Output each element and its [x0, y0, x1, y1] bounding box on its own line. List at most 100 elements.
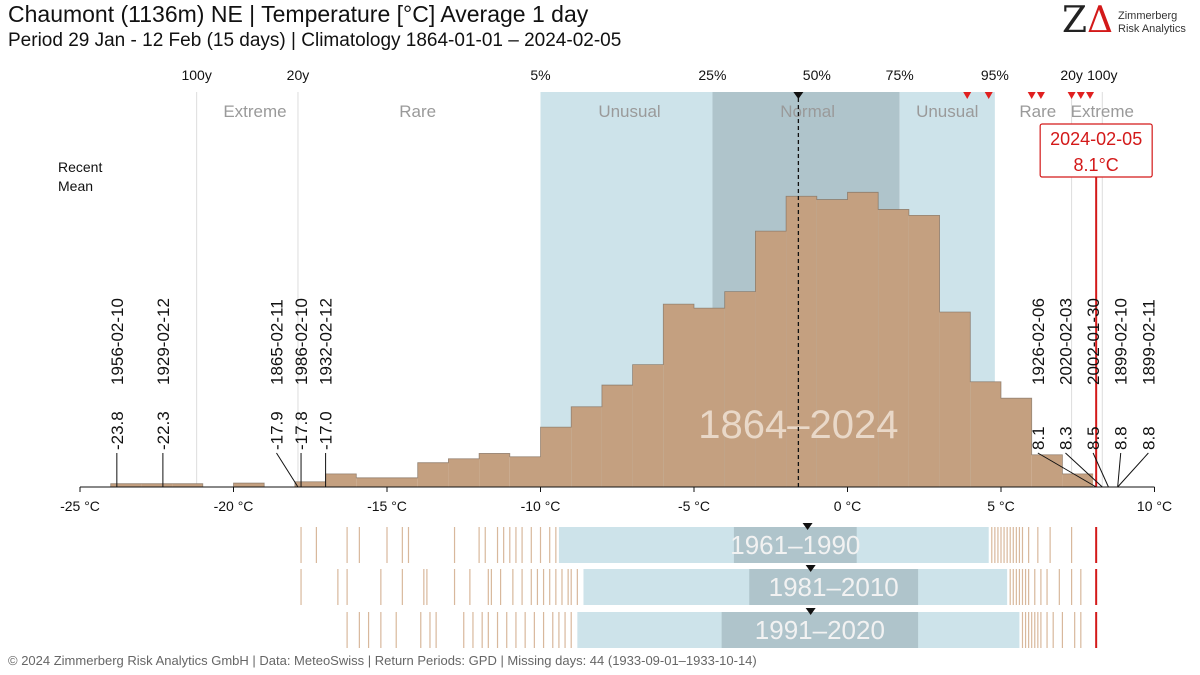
quantile-label: 75%: [886, 67, 914, 83]
recent-marker: [984, 92, 993, 99]
current-value-label: 8.1°C: [1074, 155, 1119, 175]
current-date-label: 2024-02-05: [1050, 129, 1142, 149]
band-label: Rare: [1019, 102, 1056, 121]
extreme-date-label: 1956-02-10: [108, 298, 127, 385]
band-label: Normal: [780, 102, 835, 121]
band-label: Unusual: [916, 102, 978, 121]
quantile-label: 95%: [981, 67, 1009, 83]
extreme-value-label: 8.1: [1029, 426, 1048, 450]
climatology-median-marker: [805, 565, 816, 572]
histogram-bar: [939, 312, 971, 487]
x-axis-tick-label: 5 °C: [987, 498, 1014, 514]
climatology-strip-label: 1961–1990: [730, 530, 860, 560]
histogram-bar: [1062, 473, 1094, 487]
extreme-value-label: 8.8: [1112, 426, 1131, 450]
band-label: Unusual: [598, 102, 660, 121]
extreme-date-label: 1932-02-12: [317, 298, 336, 385]
histogram-period-label: 1864–2024: [698, 403, 898, 447]
recent-mean-label: Recent: [58, 159, 102, 175]
histogram-bar: [970, 381, 1001, 487]
histogram-bar: [325, 473, 357, 487]
chart-subtitle: Period 29 Jan - 12 Feb (15 days) | Clima…: [8, 30, 622, 51]
histogram-bar: [724, 291, 756, 487]
histogram-bar: [540, 427, 572, 487]
recent-marker: [1067, 92, 1076, 99]
histogram-outline: [110, 191, 1094, 488]
company-logo: ZΔ Zimmerberg Risk Analytics: [1062, 0, 1192, 44]
histogram-bar: [786, 196, 817, 487]
extreme-value-label: -22.3: [154, 411, 173, 450]
extreme-leader-line: [1065, 452, 1103, 488]
histogram-bar: [663, 304, 694, 487]
band-label: Extreme: [223, 102, 286, 121]
recent-marker: [1036, 92, 1045, 99]
chart-title: Chaumont (1136m) NE | Temperature [°C] A…: [8, 1, 589, 27]
extreme-date-label: 1926-02-06: [1029, 298, 1048, 385]
extreme-leader-line: [1037, 452, 1097, 488]
histogram-bar: [1031, 454, 1063, 487]
extreme-value-label: -23.8: [108, 411, 127, 450]
recent-marker: [963, 92, 972, 99]
return-period-label: 100y: [181, 67, 211, 83]
climatology-strip-normal: [721, 612, 919, 648]
x-axis-tick-label: -15 °C: [367, 498, 407, 514]
histogram-bar: [356, 477, 387, 487]
return-period-label: 100y: [1087, 67, 1117, 83]
x-axis-tick-label: -25 °C: [60, 498, 100, 514]
recent-mean-label: Mean: [58, 178, 93, 194]
histogram-bar: [509, 456, 541, 487]
band-label: Extreme: [1071, 102, 1134, 121]
extreme-date-label: 2002-01-30: [1084, 298, 1103, 385]
histogram-bar: [141, 483, 173, 487]
extreme-leader-line: [1092, 452, 1109, 488]
x-axis-tick-label: -10 °C: [521, 498, 561, 514]
histogram-bar: [294, 481, 326, 487]
histogram-bar: [417, 462, 449, 487]
extreme-date-label: 1899-02-10: [1112, 298, 1131, 385]
histogram-bar: [571, 406, 602, 487]
histogram-bar: [172, 483, 203, 487]
recent-marker: [1086, 92, 1095, 99]
extreme-leader-line: [1117, 452, 1122, 488]
histogram-bar: [233, 483, 265, 487]
x-axis-tick-label: 0 °C: [834, 498, 861, 514]
x-axis-tick-label: 10 °C: [1137, 498, 1172, 514]
quantile-label: 5%: [530, 67, 550, 83]
logo-text: Zimmerberg Risk Analytics: [1118, 10, 1186, 36]
extreme-date-label: 1929-02-12: [154, 298, 173, 385]
histogram-bar: [908, 215, 940, 487]
extreme-leader-line: [276, 452, 299, 488]
recent-marker: [1076, 92, 1085, 99]
x-axis-tick-label: -20 °C: [214, 498, 254, 514]
logo-line-1: Zimmerberg: [1118, 10, 1178, 22]
extreme-value-label: 8.3: [1056, 426, 1075, 450]
extreme-value-label: -17.9: [267, 411, 286, 450]
climatology-strip-normal: [733, 527, 857, 563]
extreme-value-label: -17.0: [317, 411, 336, 450]
extreme-date-label: 2020-02-03: [1056, 298, 1075, 385]
histogram-bar: [632, 364, 664, 487]
band-label: Rare: [399, 102, 436, 121]
quantile-label: 25%: [698, 67, 726, 83]
x-axis-tick-label: -5 °C: [678, 498, 710, 514]
extreme-date-label: 1899-02-11: [1139, 299, 1158, 385]
climatology-strip-label: 1981–2010: [769, 572, 899, 602]
extreme-value-label: 8.5: [1084, 426, 1103, 450]
climatology-strip-normal: [749, 569, 919, 605]
histogram-bar: [755, 231, 787, 487]
logo-line-2: Risk Analytics: [1118, 23, 1186, 35]
return-period-label: 20y: [287, 67, 310, 83]
extreme-leader-line: [1117, 452, 1149, 488]
extreme-date-label: 1986-02-10: [292, 298, 311, 385]
histogram-bar: [387, 477, 418, 487]
climatology-median-marker: [805, 608, 816, 615]
climatology-median-marker: [802, 523, 813, 530]
histogram-bar: [448, 458, 480, 487]
histogram-bar: [816, 199, 848, 487]
histogram-bar: [878, 209, 909, 487]
climatology-strip-label: 1991–2020: [755, 615, 885, 645]
logo-mark-icon: ZΔ: [1062, 0, 1114, 41]
footer-credits: © 2024 Zimmerberg Risk Analytics GmbH | …: [8, 653, 757, 668]
histogram-bar: [479, 453, 510, 487]
